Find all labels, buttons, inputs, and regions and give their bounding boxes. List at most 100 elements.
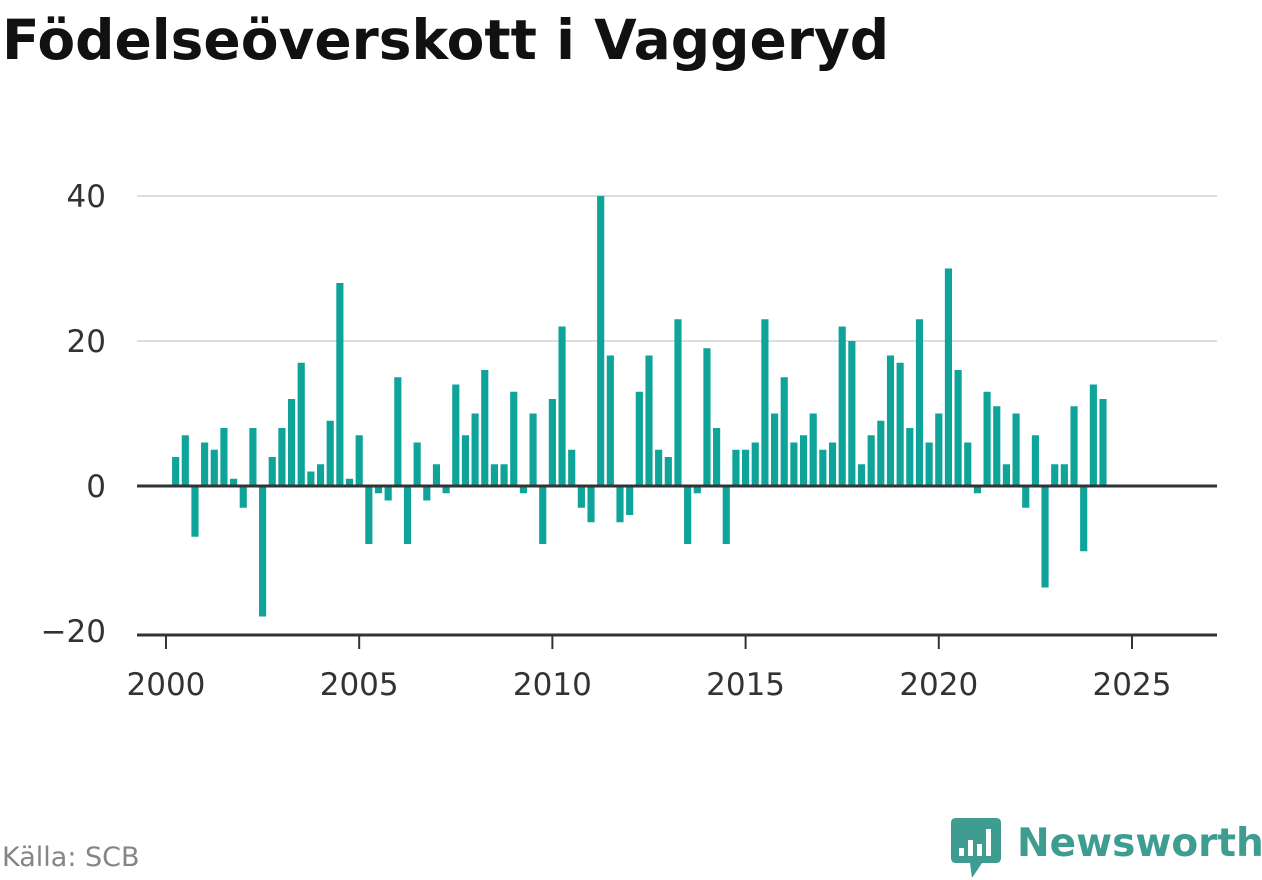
bar	[1031, 435, 1039, 486]
y-tick-label: 20	[67, 324, 106, 360]
bar	[751, 442, 759, 486]
bar	[848, 341, 856, 486]
bar	[481, 370, 489, 486]
bar	[519, 486, 527, 494]
bar	[993, 406, 1001, 486]
bar	[819, 449, 827, 486]
bar	[191, 486, 199, 537]
bar	[635, 391, 643, 486]
bar	[1089, 384, 1097, 486]
bar	[423, 486, 431, 501]
bar	[906, 428, 914, 486]
bar	[1060, 464, 1068, 486]
chart-title: Födelseöverskott i Vaggeryd	[2, 8, 890, 72]
bar	[403, 486, 412, 544]
bar	[394, 377, 402, 486]
bar	[442, 486, 450, 494]
bar	[616, 486, 624, 523]
bar	[587, 486, 595, 523]
y-tick-label: −20	[41, 614, 106, 650]
x-tick-label: 2005	[320, 667, 399, 703]
bar	[693, 486, 701, 494]
bar	[674, 319, 682, 486]
bar	[249, 428, 257, 486]
source-label: Källa: SCB	[2, 842, 140, 873]
bar	[809, 413, 817, 486]
bar	[1041, 486, 1049, 588]
bar	[935, 413, 943, 486]
bar	[664, 457, 672, 486]
bar-chart-logo-icon	[951, 818, 1001, 878]
bar	[230, 478, 238, 486]
x-tick-label: 2010	[513, 667, 592, 703]
bar	[210, 449, 218, 486]
bar	[490, 464, 498, 486]
bar	[828, 442, 837, 486]
bar	[172, 457, 180, 486]
bar	[703, 348, 711, 486]
newsworthy-logo: Newsworthy	[951, 818, 1262, 880]
bar	[1099, 399, 1107, 486]
bar	[384, 486, 392, 501]
bar	[539, 486, 547, 544]
bar	[606, 355, 614, 486]
axes	[137, 484, 1217, 649]
bar	[461, 435, 470, 486]
bar	[857, 464, 866, 486]
bar	[1012, 413, 1020, 486]
bar	[1080, 486, 1088, 552]
bar	[181, 435, 189, 486]
bar	[1070, 406, 1078, 486]
bar	[365, 486, 373, 544]
bar	[297, 362, 305, 486]
logo-text: Newsworthy	[1017, 821, 1262, 866]
bar	[326, 420, 334, 486]
bar	[925, 442, 933, 486]
bar	[432, 464, 441, 486]
bar	[742, 449, 750, 486]
bar	[510, 391, 518, 486]
bar	[529, 413, 537, 486]
bar	[558, 326, 566, 486]
bar	[713, 428, 721, 486]
bar	[655, 449, 663, 486]
x-tick-label: 2015	[706, 667, 785, 703]
bar	[471, 413, 479, 486]
bar	[886, 355, 895, 486]
bar	[944, 268, 953, 486]
bar	[761, 319, 769, 486]
bar	[413, 442, 421, 486]
bar	[964, 442, 972, 486]
bar	[259, 486, 267, 617]
bar	[722, 486, 730, 544]
bar	[973, 486, 982, 494]
bar	[877, 420, 885, 486]
bar	[790, 442, 798, 486]
bar	[626, 486, 634, 515]
bar	[278, 428, 286, 486]
bar	[770, 413, 779, 486]
bar	[867, 435, 875, 486]
bar	[316, 464, 325, 486]
bar	[1022, 486, 1030, 508]
bar	[336, 283, 344, 486]
y-tick-label: 40	[67, 179, 106, 215]
bar	[915, 319, 924, 486]
bar	[307, 471, 315, 486]
bar	[548, 399, 556, 486]
bar	[684, 486, 692, 544]
bar	[500, 464, 508, 486]
bar	[239, 486, 247, 508]
bar	[452, 384, 460, 486]
x-tick-label: 2000	[127, 667, 206, 703]
bar	[1002, 464, 1010, 486]
bar	[345, 478, 354, 486]
bar-series	[172, 196, 1107, 617]
bar	[201, 442, 209, 486]
x-tick-label: 2025	[1093, 667, 1172, 703]
bar	[1051, 464, 1059, 486]
x-tick-label: 2020	[899, 667, 978, 703]
bar	[268, 457, 276, 486]
bar	[645, 355, 653, 486]
bar	[355, 435, 363, 486]
